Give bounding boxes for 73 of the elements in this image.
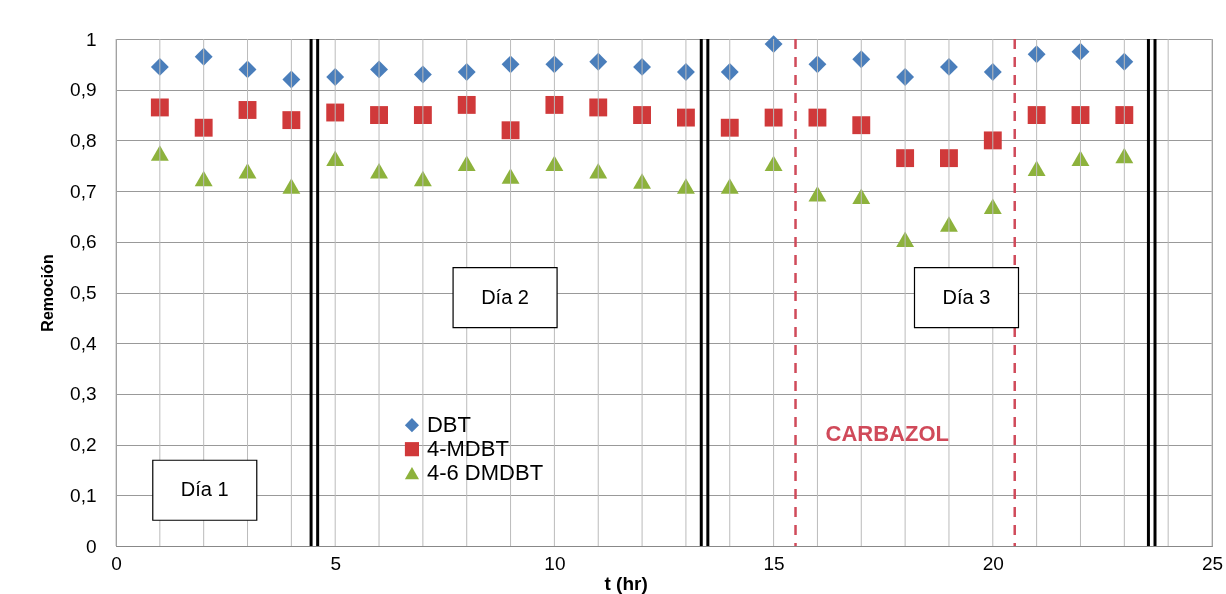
x-tick-label: 0 <box>111 552 122 574</box>
point <box>238 163 257 179</box>
point <box>282 178 301 194</box>
point <box>1071 150 1090 166</box>
point <box>720 63 739 81</box>
point <box>370 106 388 124</box>
x-axis-title: t (hr) <box>604 572 648 594</box>
point <box>501 121 520 140</box>
y-tick-label: 1 <box>85 28 97 50</box>
annotation: Día 3 <box>942 285 991 308</box>
point <box>808 55 827 74</box>
point <box>545 95 564 114</box>
point <box>150 145 169 161</box>
point <box>852 188 871 204</box>
y-axis-title: Remoción <box>39 254 57 332</box>
y-tick-label: 0,9 <box>70 79 97 101</box>
point <box>282 70 301 89</box>
point <box>238 60 257 79</box>
point <box>501 168 520 184</box>
x-tick-label: 5 <box>330 552 341 574</box>
point <box>764 35 783 54</box>
point <box>326 103 345 122</box>
point <box>194 47 213 66</box>
ref-line-label: CARBAZOL <box>825 421 949 447</box>
point <box>676 108 695 127</box>
point <box>457 63 476 81</box>
point <box>983 63 1002 81</box>
point <box>589 98 608 117</box>
x-tick-label: 10 <box>544 552 566 574</box>
y-tick-label: 0,3 <box>70 383 97 405</box>
point <box>1115 106 1134 124</box>
point <box>545 155 564 171</box>
point <box>720 118 739 137</box>
point <box>326 68 345 86</box>
point <box>808 108 827 127</box>
point <box>413 106 432 124</box>
point <box>1027 45 1046 64</box>
point <box>633 106 652 124</box>
point <box>940 149 958 168</box>
x-tick-label: 20 <box>982 552 1004 574</box>
point <box>501 55 520 74</box>
point <box>150 98 169 117</box>
annotation: Día 2 <box>481 285 529 308</box>
point <box>1071 106 1090 124</box>
point <box>983 131 1002 150</box>
point <box>589 163 608 179</box>
point <box>457 95 476 114</box>
point <box>326 150 345 166</box>
point <box>764 108 783 127</box>
legend-label: DBT <box>426 412 471 438</box>
point <box>238 101 257 119</box>
point <box>720 178 739 194</box>
legend-label: 4-6 DMDBT <box>426 460 544 486</box>
legend-label: 4-MDBT <box>426 436 509 462</box>
x-tick-label: 25 <box>1201 552 1224 574</box>
y-tick-label: 0,8 <box>70 129 97 151</box>
x-tick-label: 15 <box>763 552 785 574</box>
point <box>194 118 213 137</box>
y-tick-label: 0,6 <box>70 231 97 253</box>
point <box>545 55 564 74</box>
y-tick-label: 0,1 <box>70 484 97 506</box>
y-tick-label: 0,2 <box>70 434 97 456</box>
y-tick-label: 0,7 <box>70 180 97 202</box>
y-tick-label: 0,4 <box>70 332 97 354</box>
point <box>896 149 915 168</box>
point <box>1115 52 1134 71</box>
point <box>1071 42 1090 61</box>
point <box>1027 106 1046 124</box>
point <box>282 111 301 130</box>
point <box>852 116 871 135</box>
y-tick-label: 0 <box>85 535 97 557</box>
annotation: Día 1 <box>180 478 229 501</box>
y-tick-label: 0,5 <box>70 282 97 303</box>
